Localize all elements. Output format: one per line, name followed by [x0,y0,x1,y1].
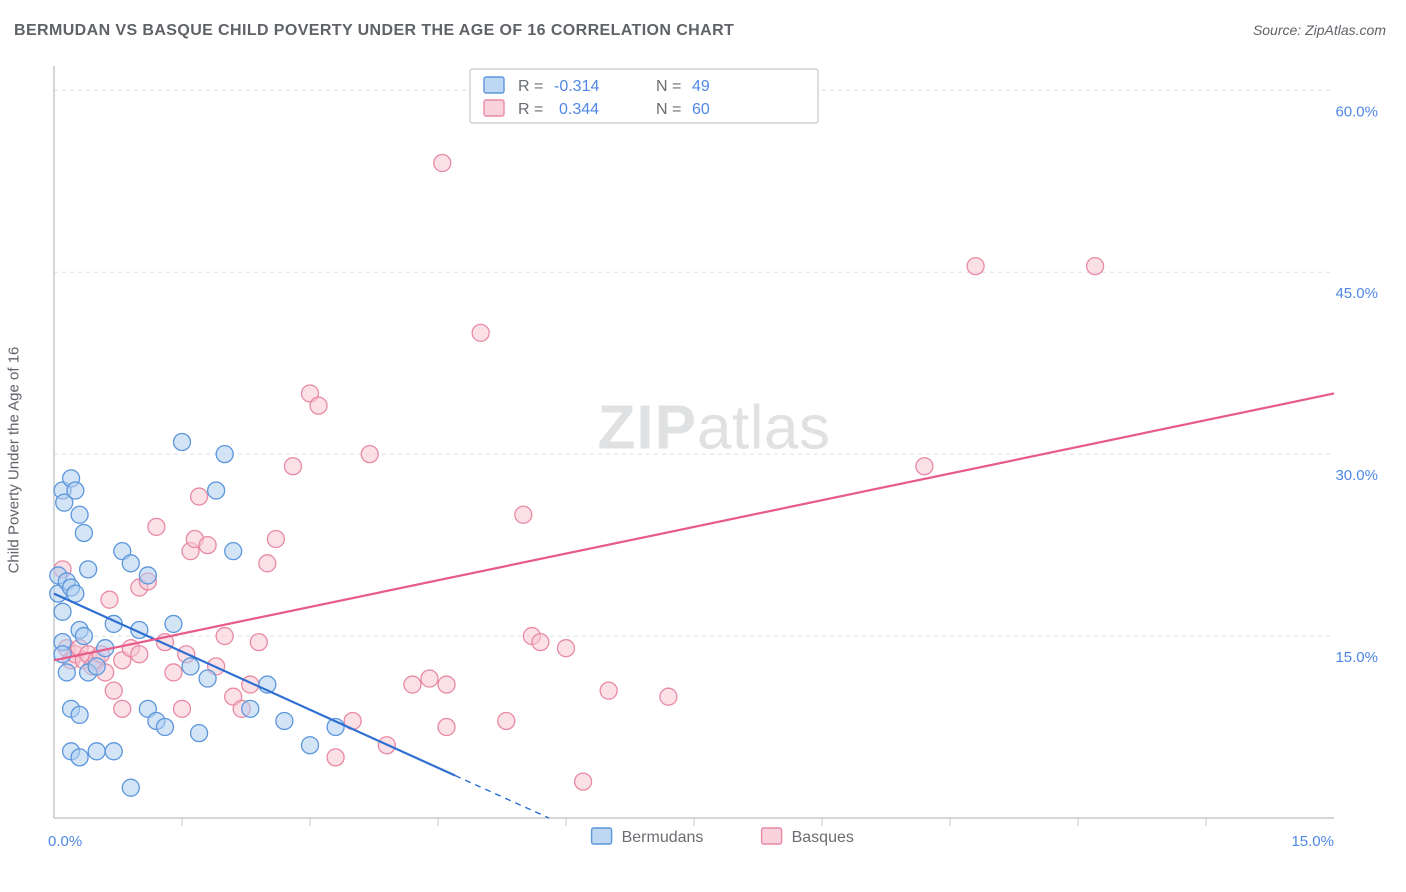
svg-text:Bermudans: Bermudans [622,829,704,846]
svg-text:R =: R = [518,101,543,118]
svg-text:30.0%: 30.0% [1335,467,1378,484]
svg-text:60: 60 [692,101,710,118]
svg-text:Basques: Basques [792,829,854,846]
svg-text:0.0%: 0.0% [48,833,82,850]
svg-text:N =: N = [656,101,681,118]
chart-title: BERMUDAN VS BASQUE CHILD POVERTY UNDER T… [14,22,734,40]
svg-text:0.344: 0.344 [559,101,599,118]
svg-text:15.0%: 15.0% [1291,833,1334,850]
svg-text:60.0%: 60.0% [1335,103,1378,120]
svg-text:N =: N = [656,78,681,95]
svg-text:49: 49 [692,78,710,95]
svg-text:15.0%: 15.0% [1335,649,1378,666]
chart-container: BERMUDAN VS BASQUE CHILD POVERTY UNDER T… [0,0,1406,892]
svg-text:-0.314: -0.314 [554,78,599,95]
chart-area: Child Poverty Under the Age of 16 ZIPatl… [44,60,1384,860]
source-label: Source: ZipAtlas.com [1253,22,1386,38]
chart-svg: 15.0% 30.0% 45.0% 60.0% 0.0% 15.0% R = -0.314 N … [44,60,1384,860]
svg-text:45.0%: 45.0% [1335,285,1378,302]
svg-text:R =: R = [518,78,543,95]
y-axis-label: Child Poverty Under the Age of 16 [6,347,23,574]
